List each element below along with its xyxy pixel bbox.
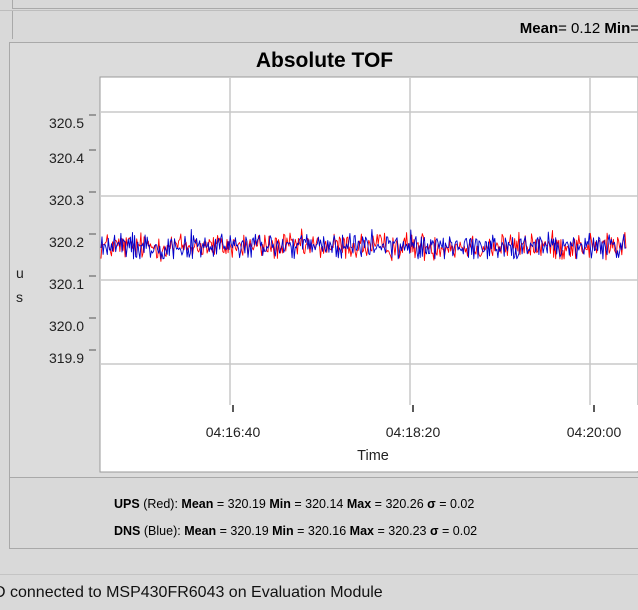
dns-color-text: (Blue): (143, 524, 181, 538)
ups-stats-line: UPS (Red): Mean = 320.19 Min = 320.14 Ma… (114, 497, 474, 511)
ups-min-label: Min (269, 497, 291, 511)
dns-series-line (100, 228, 627, 260)
y-axis-ticks: 320.5 320.4 320.3 320.2 320.1 320.0 319.9 (49, 114, 96, 366)
y-tick-label-1: 320.4 (49, 150, 84, 166)
dns-mean-label: Mean (184, 524, 217, 538)
header-min-label: Min (604, 20, 631, 37)
y-tick-label-0: 320.5 (49, 115, 84, 131)
dns-max: = 320.23 (377, 524, 427, 538)
ups-mean-label: Mean (181, 497, 214, 511)
stats-panel: UPS (Red): Mean = 320.19 Min = 320.14 Ma… (9, 478, 638, 549)
y-axis-label-u: u (16, 265, 24, 281)
ups-sigma: = 0.02 (439, 497, 475, 511)
header-min-suffix: = (630, 20, 638, 37)
ups-max: = 320.26 (374, 497, 424, 511)
ups-label: UPS (114, 497, 140, 511)
dns-max-label: Max (349, 524, 374, 538)
ups-sigma-label: σ (427, 497, 436, 511)
x-tick-label-2: 04:20:00 (567, 424, 622, 440)
dns-label: DNS (114, 524, 141, 538)
ups-max-label: Max (346, 497, 372, 511)
ups-color-text: (Red): (143, 497, 178, 511)
dns-sigma-label: σ (429, 524, 439, 538)
y-tick-label-4: 320.1 (49, 276, 84, 292)
header-stats-bar: Mean= 0.12 Min= (12, 11, 638, 39)
dns-min-label: Min (272, 524, 294, 538)
dns-sigma: = 0.02 (442, 524, 478, 538)
dns-mean: = 320.19 (219, 524, 269, 538)
dns-min: = 320.16 (297, 524, 347, 538)
y-tick-label-3: 320.2 (49, 234, 84, 250)
status-bar: D connected to MSP430FR6043 on Evaluatio… (0, 574, 638, 610)
x-axis-title: Time (357, 448, 389, 464)
top-strip (0, 0, 638, 11)
header-stats-text: Mean= 0.12 Min= (520, 20, 638, 37)
y-tick-label-5: 320.0 (49, 318, 84, 334)
x-tick-label-1: 04:18:20 (386, 424, 441, 440)
x-axis-ticks: 04:16:40 04:18:20 04:20:00 (206, 405, 622, 440)
grid-lines (101, 78, 638, 405)
x-tick-label-0: 04:16:40 (206, 424, 261, 440)
ups-mean: = 320.19 (216, 497, 266, 511)
y-tick-label-2: 320.3 (49, 192, 84, 208)
header-mean-label: Mean (519, 20, 559, 37)
ups-min: = 320.14 (294, 497, 344, 511)
plot-lower-band (101, 405, 638, 471)
y-axis-label-s: s (16, 289, 23, 305)
series-lines (100, 228, 627, 262)
chart-title: Absolute TOF (255, 49, 394, 72)
top-panel-edge (12, 0, 638, 9)
y-tick-label-6: 319.9 (49, 350, 84, 366)
status-text: D connected to MSP430FR6043 on Evaluatio… (0, 584, 383, 601)
header-mean-value: = 0.12 (558, 20, 601, 37)
dns-stats-line: DNS (Blue): Mean = 320.19 Min = 320.16 M… (114, 524, 477, 538)
